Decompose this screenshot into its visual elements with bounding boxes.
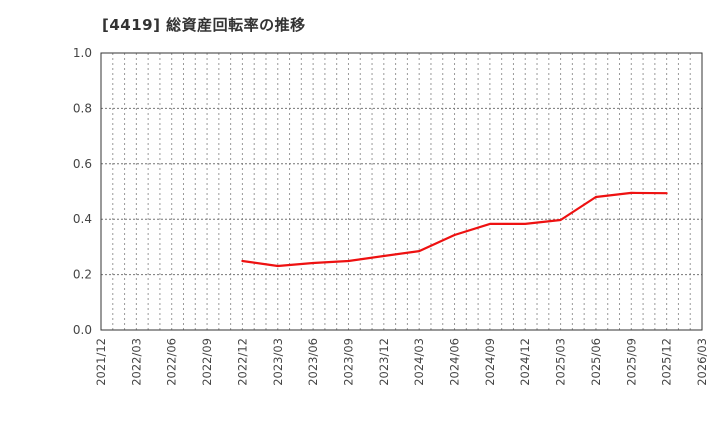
- y-tick-label: 0.2: [73, 268, 92, 282]
- plot-frame: [100, 52, 703, 331]
- y-tick-label: 0.8: [73, 101, 92, 115]
- x-tick-label: 2021/12: [94, 338, 108, 386]
- x-tick-label: 2026/03: [695, 338, 709, 386]
- chart-title: [4419] 総資産回転率の推移: [102, 16, 306, 34]
- x-tick-label: 2024/12: [518, 338, 532, 386]
- x-tick-label: 2024/03: [412, 338, 426, 386]
- x-tick-label: 2025/12: [660, 338, 674, 386]
- x-tick-label: 2023/12: [377, 338, 391, 386]
- x-tick-label: 2022/03: [129, 338, 143, 386]
- x-axis: 2021/12 2022/03 2022/06 2022/09 2022/12 2023/…: [94, 338, 709, 386]
- x-tick-label: 2023/09: [341, 338, 355, 386]
- y-tick-label: 0.6: [73, 157, 92, 171]
- x-tick-label: 2025/09: [624, 338, 638, 386]
- x-tick-label: 2024/09: [483, 338, 497, 386]
- y-tick-label: 0.4: [73, 212, 92, 226]
- x-tick-label: 2023/03: [271, 338, 285, 386]
- x-tick-label: 2022/12: [235, 338, 249, 386]
- data-series: [241, 191, 668, 268]
- x-tick-label: 2023/06: [306, 338, 320, 386]
- grid-lines: [101, 53, 702, 330]
- x-tick-label: 2022/09: [200, 338, 214, 386]
- y-tick-label: 0.0: [73, 323, 92, 337]
- series-line: [241, 191, 668, 268]
- y-tick-label: 1.0: [73, 46, 92, 60]
- y-axis: 0.0 0.2 0.4 0.6 0.8 1.0: [73, 46, 92, 337]
- x-tick-label: 2025/03: [554, 338, 568, 386]
- x-tick-label: 2022/06: [165, 338, 179, 386]
- x-tick-label: 2025/06: [589, 338, 603, 386]
- x-tick-label: 2024/06: [448, 338, 462, 386]
